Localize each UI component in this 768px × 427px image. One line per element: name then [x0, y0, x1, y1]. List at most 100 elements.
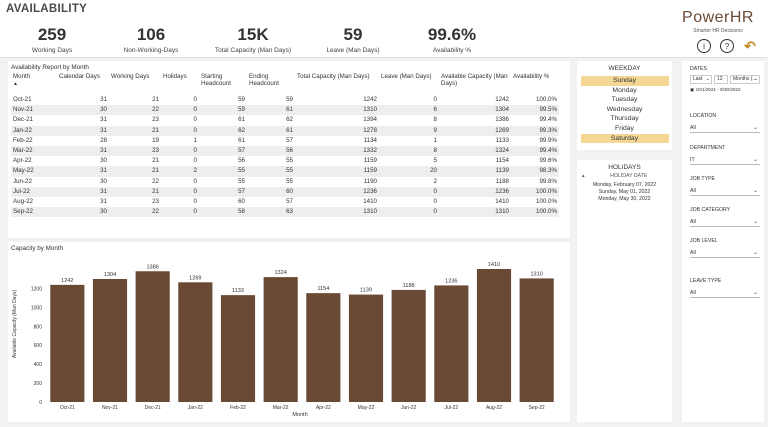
dates-unit-dropdown[interactable]: Months (... ⌄ — [730, 75, 760, 84]
column-header-month[interactable]: Month ▲ — [13, 73, 31, 87]
table-cell: 1188 — [495, 177, 509, 185]
column-header-working-days[interactable]: Working Days — [111, 73, 150, 80]
y-axis-title: Available Capacity (Man Days) — [12, 290, 18, 359]
kpi-value: 15K — [237, 25, 269, 44]
weekday-item-thursday[interactable]: Thursday — [610, 115, 639, 123]
table-row[interactable]: Feb-22 28 19 1 61 57 1134 1 1133 99.9% — [11, 136, 559, 146]
table-cell: 57 — [286, 197, 293, 205]
table-cell: Jan-22 — [11, 125, 57, 136]
job-level-dropdown[interactable]: All ⌄ — [690, 249, 760, 258]
column-header-calendar-days[interactable]: Calendar Days — [59, 73, 100, 80]
bar-feb-22[interactable] — [220, 295, 256, 402]
bar-data-label: 1410 — [488, 262, 500, 268]
weekday-item-wednesday[interactable]: Wednesday — [606, 105, 643, 113]
table-row[interactable]: Mar-22 31 23 0 57 56 1332 8 1324 99.4% — [11, 145, 559, 157]
bar-aug-22[interactable] — [476, 269, 512, 402]
table-cell: 0 — [193, 177, 197, 185]
column-header-available-capacity[interactable]: Available Capacity (Man Days) — [441, 73, 508, 87]
table-row[interactable]: Jun-22 30 22 0 55 55 1190 2 1188 99.8% — [11, 177, 559, 187]
chevron-down-icon: ⌄ — [753, 76, 758, 82]
table-cell: 55 — [286, 157, 293, 165]
table-cell: 31 — [100, 116, 107, 124]
bar-apr-22[interactable] — [306, 293, 341, 402]
leave-type-dropdown[interactable]: All ⌄ — [690, 289, 760, 298]
location-dropdown[interactable]: All ⌄ — [690, 124, 760, 133]
x-tick-label: Mar-22 — [273, 405, 289, 411]
table-cell: 99.4% — [511, 145, 559, 157]
table-cell: 1310 — [439, 207, 511, 218]
weekday-item-saturday[interactable]: Saturday — [580, 133, 669, 144]
holidays-column-header[interactable]: ▲ HOLIDAY DATE — [581, 173, 648, 179]
table-cell: 1242 — [495, 96, 509, 104]
dates-mode-dropdown[interactable]: Last ⌄ — [690, 75, 712, 84]
bar-dec-21[interactable] — [135, 271, 170, 402]
table-cell: Apr-22 — [13, 157, 32, 165]
table-row[interactable]: May-22 31 21 2 55 55 1159 20 1139 98.3% — [11, 166, 559, 177]
table-row[interactable]: Sep-22 30 22 0 58 63 1310 0 1310 100.0% — [11, 207, 559, 218]
table-cell: 1324 — [439, 145, 511, 157]
holiday-date-item: Monday, May 30, 2022 — [598, 196, 651, 202]
table-cell: 100.0% — [511, 186, 559, 197]
table-cell: 1304 — [439, 105, 511, 116]
leave-type-dropdown-value: All — [690, 290, 696, 296]
table-cell: 1154 — [495, 157, 509, 165]
table-cell: 31 — [57, 145, 109, 157]
table-cell: 21 — [109, 186, 161, 197]
table-row[interactable]: Jul-22 31 21 0 57 60 1236 0 1236 100.0% — [11, 186, 559, 197]
column-header-starting-headcount[interactable]: Starting Headcount — [201, 73, 231, 87]
back-arrow-icon[interactable]: ↶ — [743, 37, 757, 54]
table-cell: 21 — [109, 125, 161, 136]
kpi-value: 106 — [136, 25, 166, 44]
kpi-availability: 99.6% Availability % — [420, 26, 484, 55]
bar-oct-21[interactable] — [50, 284, 85, 402]
table-row[interactable]: Apr-22 30 21 0 56 55 1159 5 1154 99.6% — [11, 156, 559, 166]
weekday-item-friday[interactable]: Friday — [615, 124, 634, 132]
holidays-panel: HOLIDAYS ▲ HOLIDAY DATE Monday, February … — [577, 160, 672, 422]
bar-mar-22[interactable] — [263, 277, 298, 402]
bar-sep-22[interactable] — [519, 278, 554, 402]
bar-jul-22[interactable] — [434, 285, 469, 402]
weekday-item-sunday[interactable]: Sunday — [580, 76, 669, 86]
weekday-title: WEEKDAY — [608, 65, 641, 72]
table-cell: 99.6% — [539, 157, 557, 165]
bar-jan-22[interactable] — [178, 282, 213, 402]
column-header-leave[interactable]: Leave (Man Days) — [381, 73, 432, 80]
table-cell: 58 — [199, 207, 247, 218]
table-cell: 1386 — [495, 116, 509, 124]
table-row[interactable]: Nov-21 30 22 0 59 61 1310 6 1304 99.5% — [11, 105, 559, 116]
table-cell: 22 — [109, 105, 161, 116]
table-row[interactable]: Dec-21 31 23 0 61 62 1394 8 1386 99.4% — [11, 115, 559, 125]
table-cell: 0 — [193, 157, 197, 165]
chevron-down-icon: ⌄ — [752, 157, 758, 163]
chart-title: Capacity by Month — [11, 245, 64, 252]
table-row[interactable]: Aug-22 31 23 0 60 57 1410 0 1410 100.0% — [11, 197, 559, 207]
bar-may-22[interactable] — [348, 294, 384, 402]
help-icon[interactable]: ? — [720, 39, 734, 53]
table-row[interactable]: Oct-21 31 21 0 59 59 1242 0 1242 100.0% — [11, 95, 559, 105]
bar-nov-21[interactable] — [92, 278, 128, 402]
column-header-total-capacity[interactable]: Total Capacity (Man Days) — [297, 73, 370, 80]
table-cell: 55 — [286, 177, 293, 185]
job-type-dropdown[interactable]: All ⌄ — [690, 187, 760, 196]
job-category-dropdown[interactable]: All ⌄ — [690, 218, 760, 227]
weekday-item-monday[interactable]: Monday — [612, 86, 637, 94]
table-cell: 22 — [109, 207, 161, 218]
info-icon[interactable]: i — [697, 39, 711, 53]
kpi-label: Working Days — [31, 47, 73, 54]
bar-jun-22[interactable] — [391, 289, 426, 402]
capacity-bar-chart: 0 200 400 600 800 1000 1200 1242 Oct-21 1304 Nov-… — [12, 262, 554, 418]
holiday-date-item: Monday, February 07, 2022 — [592, 182, 657, 188]
department-dropdown[interactable]: IT ⌄ — [690, 156, 760, 165]
kpi-value: 59 — [343, 25, 363, 44]
dates-count-input[interactable]: 12 — [714, 75, 728, 84]
filter-pane — [682, 61, 764, 422]
table-cell: 1310 — [295, 105, 379, 116]
brand-name: PowerHR — [682, 9, 754, 26]
column-header-availability[interactable]: Availability % — [513, 73, 550, 80]
table-row[interactable]: Jan-22 31 21 0 62 61 1278 9 1269 99.3% — [11, 125, 559, 136]
column-header-ending-headcount[interactable]: Ending Headcount — [249, 73, 279, 87]
table-cell: 61 — [247, 105, 295, 116]
column-header-holidays[interactable]: Holidays — [163, 73, 187, 80]
weekday-item-tuesday[interactable]: Tuesday — [611, 96, 638, 104]
job-type-filter-label: JOB TYPE — [690, 176, 715, 182]
